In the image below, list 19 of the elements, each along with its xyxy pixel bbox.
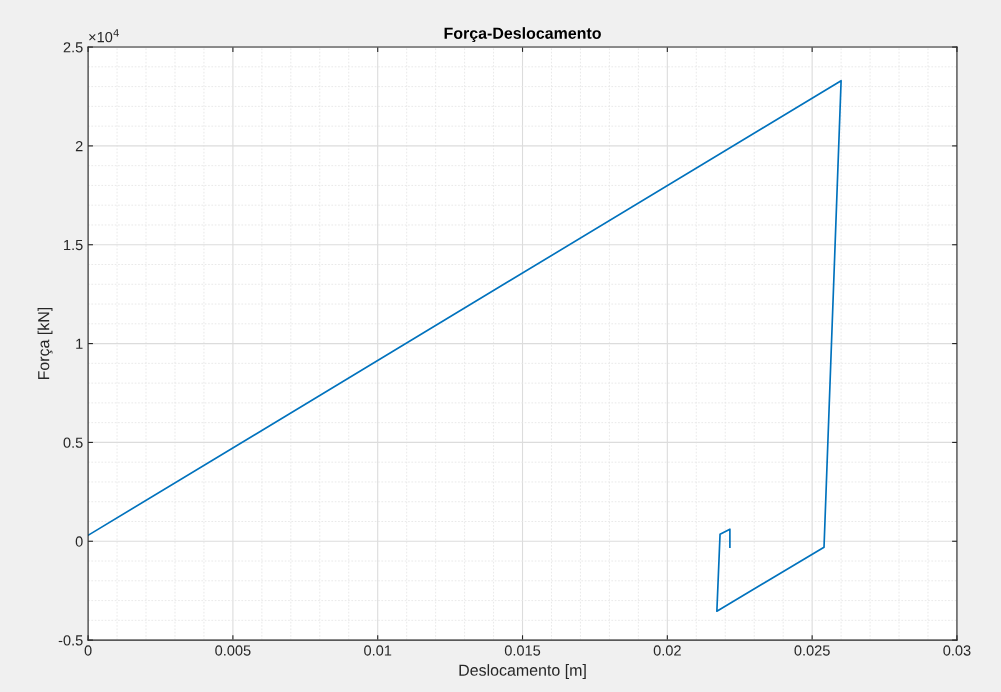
x-tick-label: 0.03 (943, 645, 971, 656)
text: ×10$^{4}$ (89, 29, 119, 43)
line-series (88, 79, 842, 613)
y-tick-label: 1 (76, 338, 83, 349)
y-tick-label: 2.5 (63, 42, 83, 53)
y-tick-label: 1.5 (64, 239, 83, 251)
chart-title: Força-Deslocamento (444, 27, 601, 43)
x-tick-label: 0.025 (794, 645, 830, 656)
y-tick-label: -0.5 (58, 635, 83, 646)
x-tick-label: 0 (84, 645, 92, 656)
y-tick-label: 0 (75, 536, 83, 547)
y-axis-title: Força [kN] (37, 307, 53, 380)
x-tick-label: 0.005 (215, 645, 251, 656)
x-tick-label: 0.02 (653, 645, 681, 656)
x-tick-label: 0.015 (504, 645, 541, 656)
x-tick-label: 0.01 (364, 645, 392, 656)
x-axis-title: Deslocamento [m] (459, 664, 586, 679)
y-tick-label: 0.5 (63, 437, 83, 448)
y-tick-label: 2 (75, 141, 83, 152)
